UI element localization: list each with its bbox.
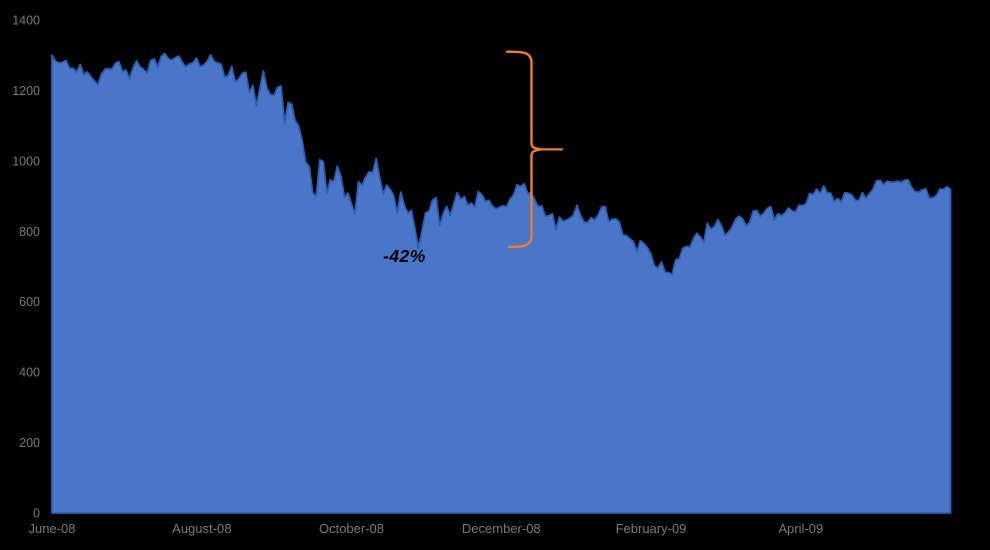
y-axis-tick-label: 800 — [19, 225, 40, 239]
y-axis-tick-label: 400 — [19, 366, 40, 380]
x-axis-tick-label: August-08 — [172, 521, 231, 536]
y-axis-tick-label: 1000 — [12, 154, 40, 168]
x-axis-tick-label: June-08 — [29, 521, 76, 536]
x-axis-tick-label: April-09 — [778, 521, 823, 536]
x-axis-tick-label: October-08 — [319, 521, 384, 536]
y-axis-tick-label: 1200 — [12, 84, 40, 98]
area-series — [51, 52, 952, 514]
y-axis-tick-label: 0 — [33, 507, 40, 521]
y-axis: 0 200 400 600 800 1000 1200 1400 — [12, 14, 40, 521]
y-axis-tick-label: 200 — [19, 436, 40, 450]
y-axis-tick-label: 600 — [19, 295, 40, 309]
x-axis-tick-label: December-08 — [462, 521, 541, 536]
x-axis-tick-label: February-09 — [616, 521, 687, 536]
y-axis-tick-label: 1400 — [12, 14, 40, 28]
x-axis: June-08 August-08 October-08 December-08 Feb… — [29, 521, 824, 536]
